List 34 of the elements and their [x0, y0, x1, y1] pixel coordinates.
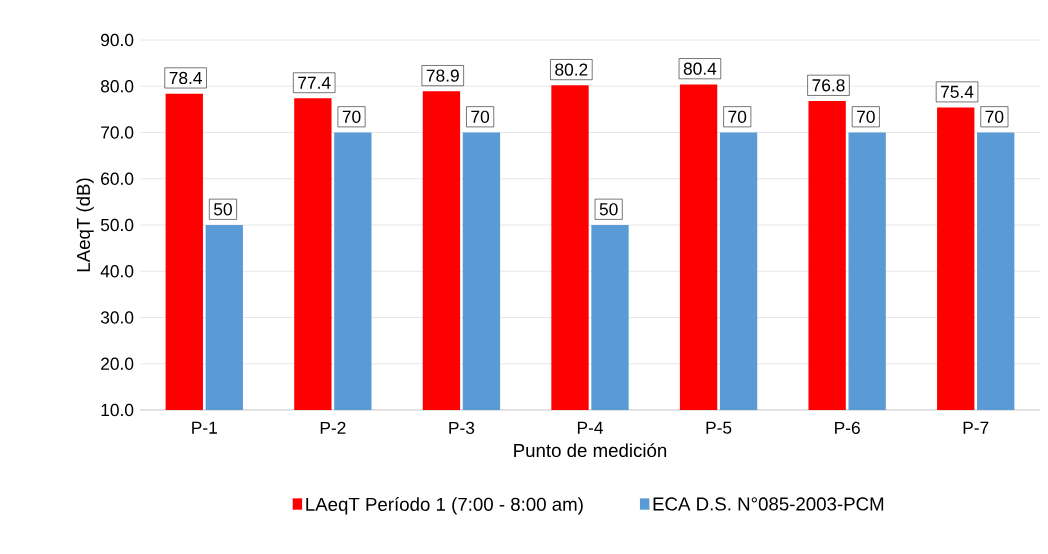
y-axis-title: LAeqT (dB) [76, 178, 94, 272]
data-label: 70 [728, 110, 747, 123]
data-label: 50 [214, 203, 232, 216]
data-label: 70 [342, 110, 361, 123]
y-tick-label: 90.0 [101, 33, 134, 47]
y-tick-label: 70.0 [101, 126, 134, 139]
legend-label: ECA D.S. N°085-2003-PCM [653, 497, 884, 511]
x-tick-label: P-7 [963, 421, 989, 434]
y-tick-label: 80.0 [100, 80, 134, 93]
data-label: 77.4 [298, 76, 331, 89]
x-axis-title: Punto de medición [514, 443, 667, 458]
legend-label: LAeqT Período 1 (7:00 - 8:00 am) [306, 496, 583, 515]
y-tick-label: 50.0 [100, 218, 134, 232]
data-label: 76.8 [812, 79, 845, 92]
x-tick-label: P-2 [320, 421, 346, 434]
data-label: 50 [599, 203, 618, 216]
data-label: 70 [471, 110, 490, 123]
x-tick-label: P-5 [706, 421, 732, 434]
y-tick-label: 10.0 [101, 403, 134, 417]
data-label: 78.4 [169, 71, 202, 85]
data-label: 70 [857, 110, 875, 123]
data-label: 70 [985, 110, 1004, 123]
y-tick-label: 30.0 [100, 311, 134, 324]
data-label: 75.4 [941, 85, 974, 98]
x-tick-label: P-3 [449, 421, 475, 434]
x-tick-label: P-6 [835, 421, 860, 434]
x-tick-label: P-4 [577, 421, 603, 434]
x-tick-label: P-1 [192, 421, 217, 434]
y-tick-label: 40.0 [100, 265, 134, 278]
y-tick-label: 20.0 [101, 357, 134, 370]
data-label: 80.4 [683, 62, 717, 75]
data-label: 80.2 [555, 63, 588, 76]
y-tick-label: 60.0 [101, 172, 134, 185]
data-label: 78.9 [426, 69, 459, 82]
